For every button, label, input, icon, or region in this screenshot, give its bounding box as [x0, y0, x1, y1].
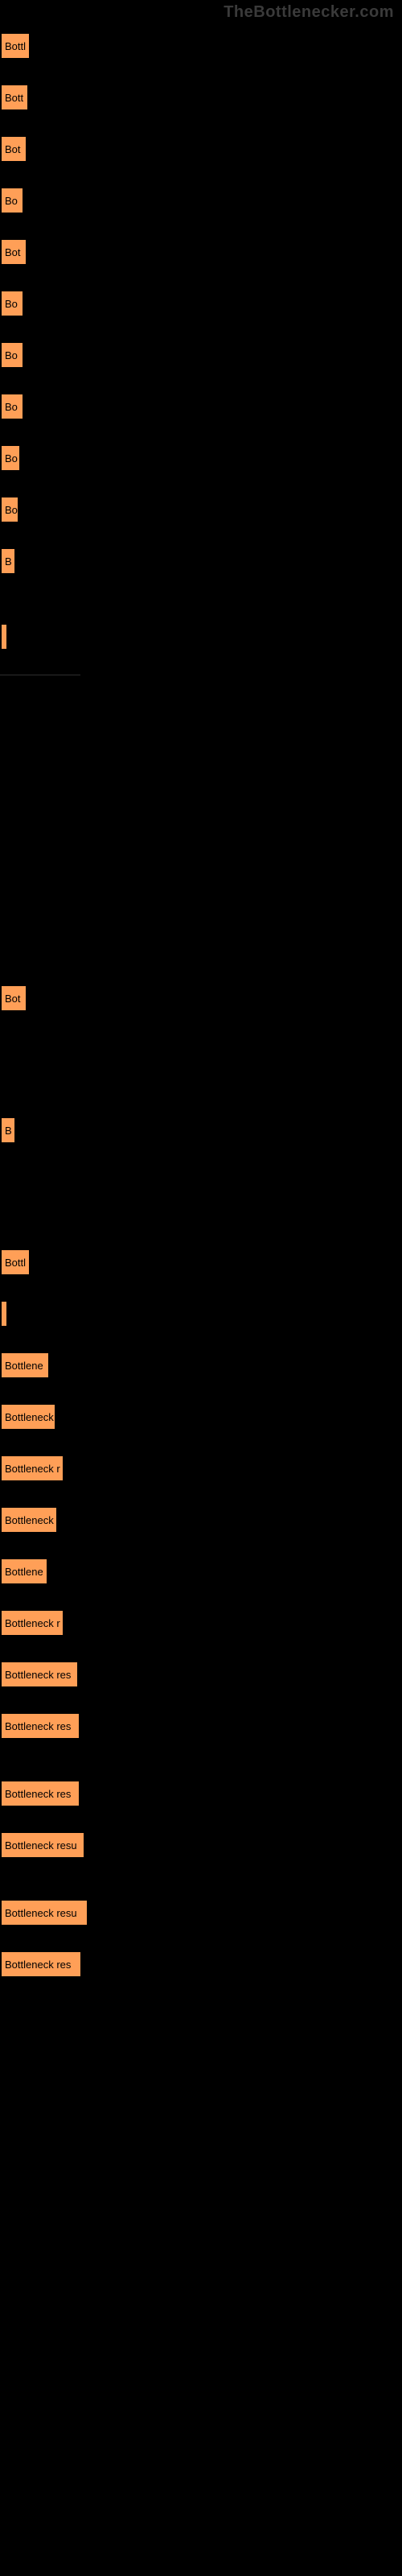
bar-row: Bottleneck r [0, 1455, 402, 1482]
bar-label: Bo [2, 298, 18, 310]
bar-row: Bottleneck resu [0, 1899, 402, 1926]
bar-row: Bottleneck r [0, 1609, 402, 1637]
bar-label: Bottleneck res [2, 1669, 71, 1681]
bar-label: Bo [2, 452, 18, 464]
bar-label: B [2, 1125, 12, 1137]
bar: Bottleneck res [0, 1661, 79, 1688]
bar [0, 623, 8, 650]
bar-row: Bot [0, 135, 402, 163]
bar: Bottleneck r [0, 1455, 64, 1482]
bar-row: Bo [0, 496, 402, 523]
bar-label: Bottleneck resu [2, 1839, 77, 1852]
bar [0, 885, 3, 912]
bar: Bottleneck [0, 1506, 58, 1534]
bar-row: B [0, 1117, 402, 1144]
bar-row: Bo [0, 444, 402, 472]
bar-group-1: Bottl Bott Bot Bo Bot Bo Bo Bo Bo Bo B [0, 0, 402, 575]
bar-row: Bottl [0, 32, 402, 60]
bar: Bot [0, 238, 27, 266]
bar-row: Bottleneck res [0, 1780, 402, 1807]
bar-group-3: Bottlene Bottleneck Bottleneck r Bottleneck… [0, 1352, 402, 1978]
bar: Bottleneck resu [0, 1831, 85, 1859]
bar-row: Bottleneck res [0, 1951, 402, 1978]
bar-row: Bottlene [0, 1558, 402, 1585]
bar-row: Bot [0, 238, 402, 266]
bar: Bottleneck resu [0, 1899, 88, 1926]
bar-label: Bottlene [2, 1360, 43, 1372]
bar: Bo [0, 187, 24, 214]
bar-label: Bottleneck res [2, 1788, 71, 1800]
bar-label: B [2, 555, 12, 568]
bar-label: Bottleneck res [2, 1720, 71, 1732]
bar-row: Bottleneck [0, 1403, 402, 1430]
bar-group-2: Bot B Bottl [0, 623, 402, 1327]
bar-row: Bottleneck res [0, 1712, 402, 1740]
bar-row [0, 885, 402, 912]
bar-row: Bottl [0, 1249, 402, 1276]
bar-label: Bottl [2, 1257, 26, 1269]
bar-label: Bo [2, 195, 18, 207]
bar: Bot [0, 135, 27, 163]
bar-row: Bottleneck res [0, 1661, 402, 1688]
bar: Bo [0, 393, 24, 420]
bar: Bo [0, 341, 24, 369]
bar: Bo [0, 290, 24, 317]
bar-row: Bottlene [0, 1352, 402, 1379]
bar: Bottlene [0, 1558, 48, 1585]
bar: Bot [0, 985, 27, 1012]
bar-row: Bo [0, 290, 402, 317]
bar-row: Bo [0, 393, 402, 420]
bar: Bottleneck res [0, 1780, 80, 1807]
watermark-text: TheBottlenecker.com [224, 3, 394, 22]
bar-label: Bottleneck [2, 1411, 54, 1423]
bar-row: Bottleneck [0, 1506, 402, 1534]
bar: Bo [0, 496, 19, 523]
bar-label: Bottleneck resu [2, 1907, 77, 1919]
bar: Bottl [0, 32, 31, 60]
bar-label: Bottleneck r [2, 1617, 60, 1629]
bar-row: Bo [0, 187, 402, 214]
bar-label: Bott [2, 92, 23, 104]
bar: Bott [0, 84, 29, 111]
bar-label: Bo [2, 504, 18, 516]
bar: Bottleneck res [0, 1712, 80, 1740]
bar-label: Bo [2, 401, 18, 413]
bar: Bottleneck r [0, 1609, 64, 1637]
bar: B [0, 1117, 16, 1144]
bar-label: Bot [2, 246, 21, 258]
bar: Bottleneck [0, 1403, 56, 1430]
bar-label: Bottleneck res [2, 1959, 71, 1971]
bar-label: Bot [2, 993, 21, 1005]
bar-label: Bottleneck [2, 1514, 54, 1526]
bar: B [0, 547, 16, 575]
bar: Bottleneck res [0, 1951, 82, 1978]
bar-label: Bo [2, 349, 18, 361]
bar-label: Bottlene [2, 1566, 43, 1578]
bar: Bottl [0, 1249, 31, 1276]
bar: Bottlene [0, 1352, 50, 1379]
bar-row: Bot [0, 985, 402, 1012]
bar-row: Bottleneck resu [0, 1831, 402, 1859]
bar-row: Bo [0, 341, 402, 369]
bar-row [0, 623, 402, 650]
bar-label: Bottleneck r [2, 1463, 60, 1475]
bar-row: B [0, 547, 402, 575]
bar: Bo [0, 444, 21, 472]
bar [0, 1300, 8, 1327]
bar-label: Bottl [2, 40, 26, 52]
bar-row [0, 1300, 402, 1327]
bar-label: Bot [2, 143, 21, 155]
bar-row: Bott [0, 84, 402, 111]
